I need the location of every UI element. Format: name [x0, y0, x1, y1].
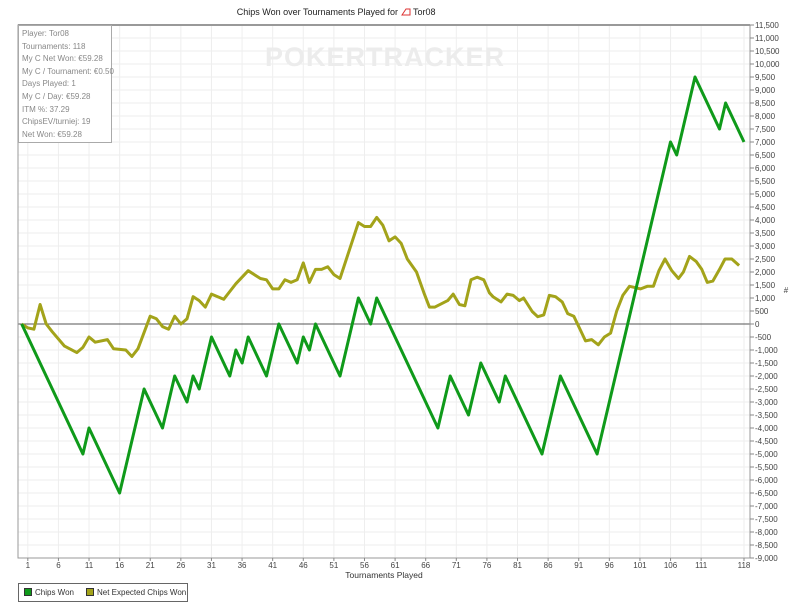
y-tick-label: -5,000: [755, 450, 778, 459]
legend-swatch-olive: [85, 588, 94, 596]
y-tick-label: 1,500: [755, 281, 776, 290]
x-tick-label: 91: [574, 561, 583, 570]
y-tick-label: 6,000: [755, 164, 776, 173]
x-tick-label: 101: [633, 561, 647, 570]
y-tick-label: 8,500: [755, 99, 776, 108]
y-tick-label: -8,500: [755, 541, 778, 550]
y-tick-label: -2,000: [755, 372, 778, 381]
stat-per-tournament: My C / Tournament: €0.50: [22, 66, 114, 76]
y-tick-label: 3,500: [755, 229, 776, 238]
x-tick-label: 21: [146, 561, 155, 570]
y-tick-label: -4,500: [755, 437, 778, 446]
legend-item-chips-won[interactable]: Chips Won: [24, 588, 74, 597]
y-tick-label: -3,000: [755, 398, 778, 407]
y-tick-label: 2,500: [755, 255, 776, 264]
stat-itm: ITM %: 37.29: [22, 104, 70, 114]
x-tick-label: 11: [85, 561, 94, 570]
legend-label: Net Expected Chips Won: [96, 588, 187, 597]
y-tick-label: -1,000: [755, 346, 778, 355]
x-tick-label: 1: [26, 561, 31, 570]
chart-title: Chips Won over Tournaments Played for: [237, 7, 398, 17]
y-tick-label: 7,500: [755, 125, 776, 134]
y-tick-label: 0: [755, 320, 760, 329]
stat-days-played: Days Played: 1: [22, 79, 76, 89]
x-tick-label: 106: [664, 561, 678, 570]
x-tick-label: 16: [115, 561, 124, 570]
stat-player: Player: Tor08: [22, 29, 69, 38]
x-tick-label: 26: [176, 561, 185, 570]
y-tick-label: 1,000: [755, 294, 776, 303]
stat-net-won-total: Net Won: €59.28: [22, 129, 82, 139]
y-tick-label: 10,000: [755, 60, 780, 69]
y-axis-label: #: [784, 286, 789, 295]
y-tick-label: 500: [755, 307, 769, 316]
x-tick-label: 51: [329, 561, 338, 570]
x-tick-label: 76: [482, 561, 491, 570]
x-tick-label: 96: [605, 561, 614, 570]
chips-won-line: [20, 75, 746, 495]
y-tick-label: -2,500: [755, 385, 778, 394]
y-tick-label: -1,500: [755, 359, 778, 368]
x-tick-label: 36: [238, 561, 247, 570]
x-tick-label: 86: [544, 561, 553, 570]
y-tick-label: -8,000: [755, 528, 778, 537]
y-tick-label: 9,500: [755, 73, 776, 82]
stat-tournaments: Tournaments: 118: [22, 41, 86, 51]
legend: Chips Won Net Expected Chips Won: [18, 583, 188, 602]
player-name: Tor08: [413, 7, 436, 17]
x-tick-label: 61: [391, 561, 400, 570]
y-tick-label: -3,500: [755, 411, 778, 420]
y-tick-label: -7,500: [755, 515, 778, 524]
y-tick-label: -500: [755, 333, 772, 342]
y-tick-label: 9,000: [755, 86, 776, 95]
x-tick-label: 66: [421, 561, 430, 570]
legend-label: Chips Won: [35, 588, 74, 597]
x-tick-label: 81: [513, 561, 522, 570]
y-tick-label: -4,000: [755, 424, 778, 433]
pokertracker-watermark: POKERTRACKER: [265, 42, 505, 72]
net-expected-chips-won-line: [20, 215, 741, 358]
x-tick-label: 41: [268, 561, 277, 570]
stat-net-won: My C Net Won: €59.28: [22, 54, 103, 64]
stat-per-day: My C / Day: €59.28: [22, 91, 91, 101]
y-tick-label: 4,000: [755, 216, 776, 225]
x-tick-label: 111: [695, 561, 708, 570]
legend-swatch-green: [24, 588, 32, 596]
y-tick-label: 4,500: [755, 203, 776, 212]
x-tick-label: 71: [452, 561, 461, 570]
x-tick-label: 46: [299, 561, 308, 570]
y-tick-label: 11,500: [755, 21, 779, 30]
y-tick-label: 2,000: [755, 268, 776, 277]
stats-box: Player: Tor08 Tournaments: 118 My C Net …: [18, 25, 114, 143]
legend-item-net-expected[interactable]: Net Expected Chips Won: [85, 588, 187, 597]
player-icon: [401, 8, 411, 16]
x-axis-label: Tournaments Played: [345, 570, 423, 580]
y-tick-label: 8,000: [755, 112, 776, 121]
y-tick-label: 6,500: [755, 151, 776, 160]
y-tick-label: -5,500: [755, 463, 778, 472]
stat-chips-ev: ChipsEV/turniej: 19: [22, 117, 91, 127]
y-tick-label: -6,500: [755, 489, 778, 498]
y-tick-label: 5,000: [755, 190, 776, 199]
x-tick-label: 6: [56, 561, 61, 570]
y-tick-label: 3,000: [755, 242, 776, 251]
y-tick-label: -7,000: [755, 502, 778, 511]
x-tick-label: 31: [207, 561, 216, 570]
y-tick-label: -9,000: [755, 554, 778, 563]
y-tick-label: 5,500: [755, 177, 776, 186]
x-tick-label: 56: [360, 561, 369, 570]
x-tick-label: 118: [738, 561, 751, 570]
y-tick-label: -6,000: [755, 476, 778, 485]
y-tick-label: 10,500: [755, 47, 780, 56]
y-tick-label: 7,000: [755, 138, 776, 147]
y-tick-label: 11,000: [755, 34, 779, 43]
